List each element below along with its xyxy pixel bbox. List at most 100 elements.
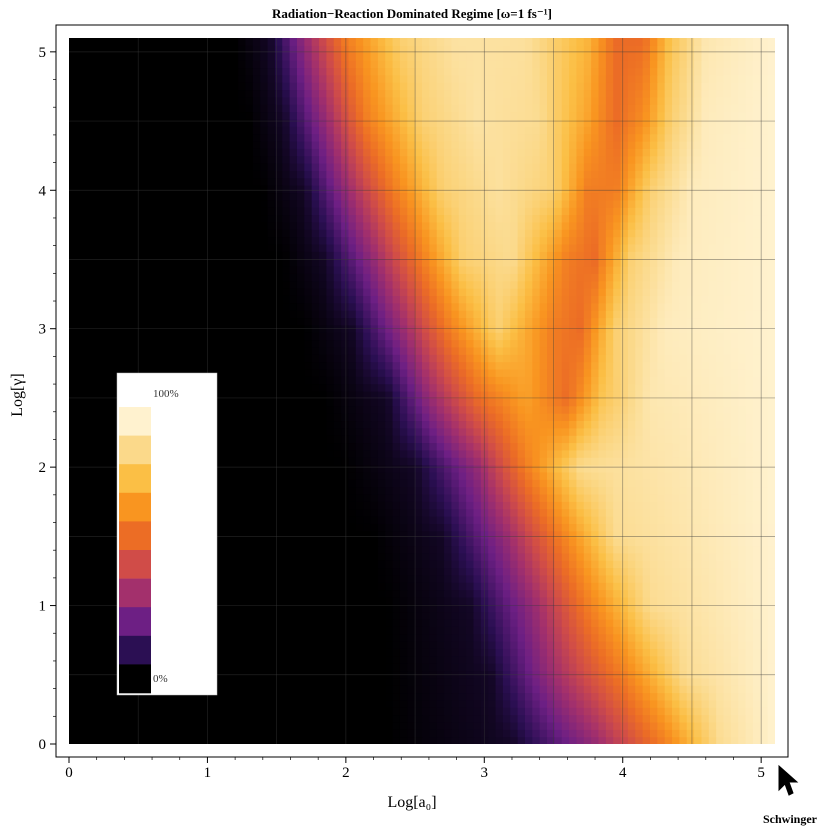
heatmap-cell	[98, 530, 107, 539]
heatmap-cell	[436, 677, 445, 686]
heatmap-cell	[451, 449, 460, 458]
heatmap-cell	[466, 442, 475, 451]
heatmap-cell	[738, 633, 747, 642]
heatmap-cell	[480, 677, 489, 686]
heatmap-cell	[274, 442, 283, 451]
heatmap-cell	[377, 582, 386, 591]
heatmap-cell	[635, 582, 644, 591]
heatmap-cell	[554, 736, 563, 744]
heatmap-cell	[745, 604, 754, 613]
heatmap-cell	[238, 699, 247, 708]
heatmap-cell	[422, 361, 430, 370]
heatmap-cell	[679, 589, 688, 598]
heatmap-cell	[554, 486, 563, 495]
heatmap-cell	[627, 457, 636, 466]
heatmap-cell	[252, 589, 261, 598]
heatmap-cell	[296, 464, 305, 473]
heatmap-cell	[208, 692, 217, 701]
heatmap-cell	[392, 464, 401, 473]
heatmap-cell	[502, 655, 511, 664]
heatmap-cell	[583, 479, 592, 488]
heatmap-cell	[716, 435, 725, 444]
heatmap-cell	[392, 501, 401, 510]
heatmap-cell	[539, 552, 548, 561]
heatmap-cell	[488, 618, 497, 627]
heatmap-cell	[547, 714, 555, 723]
heatmap-cell	[385, 736, 394, 744]
heatmap-cell	[583, 464, 592, 473]
heatmap-cell	[252, 729, 261, 738]
heatmap-cell	[502, 560, 511, 569]
heatmap-cell	[686, 611, 695, 620]
heatmap-cell	[686, 589, 695, 598]
heatmap-cell	[547, 464, 555, 473]
heatmap-cell	[620, 457, 629, 466]
heatmap-cell	[69, 376, 77, 385]
heatmap-cell	[517, 361, 526, 370]
heatmap-cell	[708, 361, 717, 370]
heatmap-cell	[767, 435, 775, 444]
heatmap-cell	[245, 582, 254, 591]
heatmap-cell	[267, 442, 276, 451]
heatmap-cell	[502, 516, 511, 524]
heatmap-cell	[760, 663, 769, 672]
heatmap-cell	[157, 721, 166, 730]
heatmap-cell	[245, 413, 254, 422]
heatmap-cell	[649, 413, 658, 422]
heatmap-cell	[605, 560, 614, 569]
heatmap-cell	[216, 721, 225, 730]
heatmap-cell	[495, 618, 504, 627]
heatmap-cell	[392, 457, 401, 466]
heatmap-cell	[135, 721, 144, 730]
heatmap-cell	[289, 560, 298, 569]
heatmap-cell	[407, 523, 416, 532]
heatmap-cell	[760, 405, 769, 414]
heatmap-cell	[98, 479, 107, 488]
heatmap-cell	[377, 663, 386, 672]
heatmap-cell	[569, 655, 578, 664]
heatmap-cell	[495, 721, 504, 730]
heatmap-cell	[333, 604, 342, 613]
heatmap-cell	[620, 471, 629, 480]
heatmap-cell	[510, 685, 519, 694]
heatmap-cell	[76, 663, 85, 672]
heatmap-cell	[672, 376, 680, 385]
heatmap-cell	[649, 582, 658, 591]
heatmap-cell	[760, 574, 769, 583]
heatmap-cell	[517, 633, 526, 642]
heatmap-cell	[385, 523, 394, 532]
heatmap-cell	[333, 552, 342, 561]
heatmap-cell	[282, 633, 291, 642]
heatmap-cell	[363, 618, 372, 627]
heatmap-cell	[598, 567, 607, 576]
heatmap-cell	[524, 596, 533, 605]
heatmap-cell	[341, 633, 350, 642]
heatmap-cell	[672, 442, 680, 451]
heatmap-cell	[532, 449, 541, 458]
heatmap-cell	[429, 633, 438, 642]
heatmap-cell	[480, 560, 489, 569]
heatmap-cell	[377, 538, 386, 547]
heatmap-cell	[752, 523, 761, 532]
heatmap-cell	[767, 596, 775, 605]
heatmap-cell	[708, 611, 717, 620]
heatmap-cell	[635, 596, 644, 605]
heatmap-cell	[760, 435, 769, 444]
heatmap-cell	[480, 427, 489, 436]
heatmap-cell	[341, 736, 350, 744]
heatmap-cell	[105, 471, 114, 480]
heatmap-cell	[473, 663, 482, 672]
heatmap-cell	[591, 442, 600, 451]
heatmap-cell	[502, 501, 511, 510]
heatmap-cell	[583, 736, 592, 744]
heatmap-cell	[502, 471, 511, 480]
heatmap-cell	[348, 427, 357, 436]
heatmap-cell	[252, 501, 261, 510]
heatmap-cell	[267, 545, 276, 554]
heatmap-cell	[738, 398, 747, 407]
heatmap-cell	[164, 729, 173, 738]
heatmap-cell	[267, 479, 276, 488]
heatmap-cell	[532, 435, 541, 444]
heatmap-cell	[274, 663, 283, 672]
heatmap-cell	[451, 699, 460, 708]
